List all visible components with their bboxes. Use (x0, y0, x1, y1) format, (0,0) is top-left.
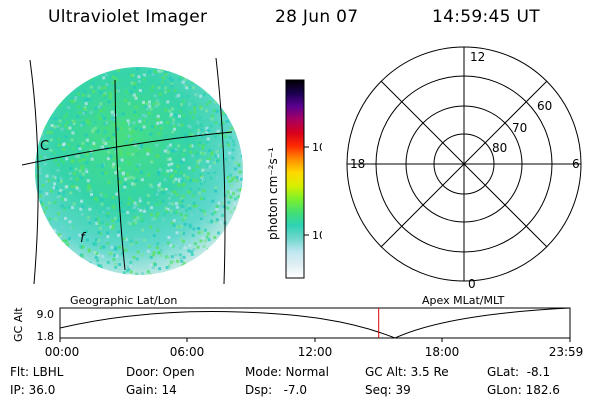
altitude-panel: Geographic Lat/Lon Apex MLat/MLT 9.0 1.8… (12, 294, 584, 359)
info-seq: Seq: 39 (365, 383, 411, 397)
colorbar-tick-label-100: 100 (312, 141, 322, 154)
info-glat: GLat: -8.1 (487, 365, 551, 379)
page-title: Ultraviolet Imager (48, 7, 208, 27)
info-gain: Gain: 14 (126, 383, 177, 397)
colorbar-strip (285, 79, 305, 279)
globe-disk (35, 67, 243, 275)
polar-diagonal-2 (380, 80, 548, 248)
globe-annotation-c: C (40, 139, 49, 154)
altitude-plot-frame (59, 307, 571, 339)
time-label: 14:59:45 UT (432, 7, 540, 27)
colorbar: 100 10 photon cm⁻²s⁻¹ (266, 79, 322, 279)
polar-mlt-label-6: 6 (572, 157, 580, 171)
polar-lat-label-60: 60 (537, 99, 552, 113)
altitude-left-label: Geographic Lat/Lon (70, 294, 177, 307)
info-gc-alt: GC Alt: 3.5 Re (365, 365, 449, 379)
uv-globe-image: C f (21, 57, 243, 284)
x-tick-label-0000: 00:00 (45, 345, 80, 359)
globe-lon-line-right (215, 57, 226, 284)
x-tick-label-1800: 18:00 (425, 345, 460, 359)
polar-grid: 12 18 6 0 60 70 80 (346, 46, 582, 290)
x-tick-label-2359: 23:59 (549, 345, 584, 359)
polar-lat-label-80: 80 (492, 141, 507, 155)
polar-mlt-label-18: 18 (350, 157, 365, 171)
colorbar-axis-label: photon cm⁻²s⁻¹ (266, 147, 280, 240)
altitude-y-tick-bottom: 1.8 (37, 330, 55, 343)
globe-annotation-f: f (80, 231, 87, 246)
info-mode: Mode: Normal (245, 365, 329, 379)
altitude-curve (59, 307, 571, 339)
globe-lon-line-left (29, 59, 39, 284)
info-flt: Flt: LBHL (10, 365, 64, 379)
x-tick-label-1200: 12:00 (298, 345, 333, 359)
info-door: Door: Open (126, 365, 195, 379)
info-ip: IP: 36.0 (10, 383, 56, 397)
polar-lat-label-70: 70 (512, 121, 527, 135)
globe-lon-line-mid (114, 79, 126, 271)
altitude-right-label: Apex MLat/MLT (422, 294, 505, 307)
info-dsp: Dsp: -7.0 (245, 383, 308, 397)
altitude-y-tick-top: 9.0 (37, 308, 55, 321)
date-label: 28 Jun 07 (275, 7, 359, 27)
info-glon: GLon: 182.6 (487, 383, 560, 397)
polar-mlt-label-12: 12 (470, 50, 485, 64)
globe-lat-line (21, 131, 233, 166)
colorbar-tick-label-10: 10 (312, 229, 322, 242)
x-tick-label-0600: 06:00 (170, 345, 205, 359)
polar-mlt-label-0: 0 (468, 277, 476, 290)
altitude-y-axis-label: GC Alt (12, 307, 25, 342)
